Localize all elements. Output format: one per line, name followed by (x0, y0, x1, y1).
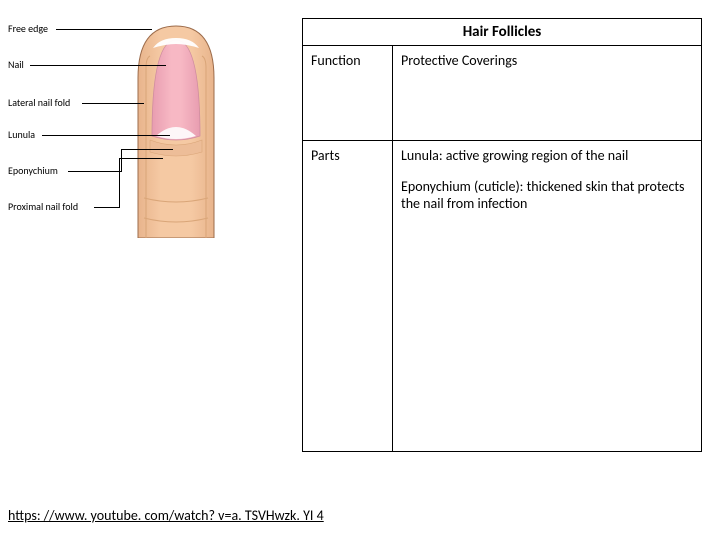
leader-lunula (42, 135, 170, 136)
slide-container: Free edge Nail Lateral nail fold Lunula … (0, 0, 720, 540)
leader-eponychium-v (121, 149, 122, 172)
cell-function-label: Function (303, 46, 393, 140)
label-eponychium: Eponychium (8, 166, 58, 176)
leader-proximal-fold (94, 207, 120, 208)
label-nail: Nail (8, 60, 24, 70)
leader-free-edge (56, 29, 152, 30)
info-table: Hair Follicles Function Protective Cover… (302, 18, 702, 452)
leader-lateral-fold (82, 103, 144, 104)
cell-parts-label: Parts (303, 141, 393, 451)
label-lateral-fold: Lateral nail fold (8, 98, 70, 108)
nail-anatomy-diagram: Free edge Nail Lateral nail fold Lunula … (8, 18, 268, 238)
leader-eponychium (68, 171, 122, 172)
leader-nail (30, 65, 166, 66)
finger-illustration (116, 18, 236, 238)
table-row-parts: Parts Lunula: active growing region of t… (303, 141, 701, 451)
table-row-function: Function Protective Coverings (303, 46, 701, 141)
label-proximal-fold: Proximal nail fold (8, 202, 78, 212)
leader-proximal-h2 (119, 158, 163, 159)
leader-eponychium-h2 (121, 149, 173, 150)
label-free-edge: Free edge (8, 24, 48, 34)
cell-parts-value: Lunula: active growing region of the nai… (393, 141, 701, 451)
label-lunula: Lunula (8, 130, 35, 140)
leader-proximal-v (119, 158, 120, 208)
parts-line-lunula: Lunula: active growing region of the nai… (401, 147, 693, 164)
table-header-row: Hair Follicles (303, 19, 701, 46)
table-header: Hair Follicles (303, 19, 701, 45)
cell-function-value: Protective Coverings (393, 46, 701, 140)
parts-line-eponychium: Eponychium (cuticle): thickened skin tha… (401, 178, 693, 212)
youtube-link[interactable]: https: //www. youtube. com/watch? v=a. T… (8, 507, 324, 524)
